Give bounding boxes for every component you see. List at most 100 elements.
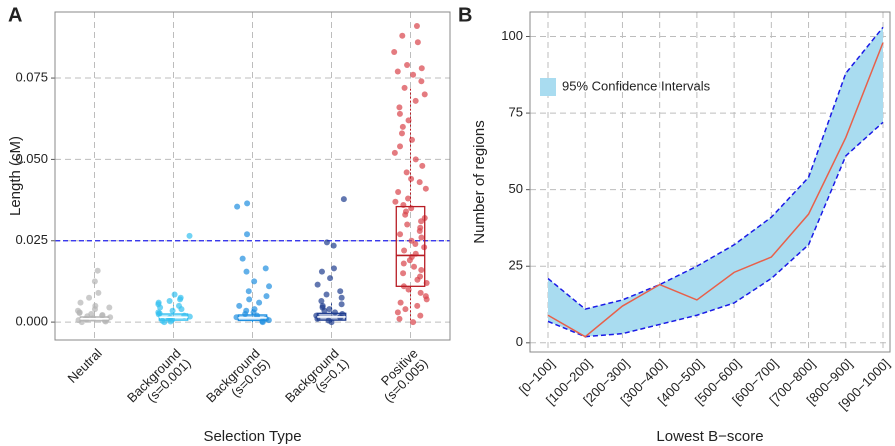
data-point [421,91,428,98]
y-tick-label: 25 [509,258,523,273]
data-point [414,276,421,283]
data-point [391,49,398,56]
data-point [177,296,184,303]
data-point [408,136,415,143]
data-point [412,241,419,248]
data-point [414,302,421,309]
data-point [330,265,337,272]
data-point [391,149,398,156]
data-point [169,307,176,314]
data-point [171,291,178,298]
data-point [410,71,417,78]
y-axis-title: Length (cM) [7,136,24,216]
data-point [394,68,401,75]
data-point [244,200,251,207]
data-point [398,130,405,137]
data-point [408,175,415,182]
data-point [234,203,241,210]
data-line [547,42,884,338]
data-point [396,104,403,111]
data-point [402,306,409,313]
data-point [392,198,399,205]
y-tick-label: 0.075 [15,69,48,84]
data-point [400,270,407,277]
data-point [402,211,409,218]
data-point [397,231,404,238]
data-point [338,301,345,308]
data-point [419,162,426,169]
data-point [76,309,83,316]
data-point [246,296,253,303]
data-point [406,257,413,264]
ci-upper-line [547,26,884,310]
data-point [157,304,164,311]
data-point [418,78,425,85]
panel-label: A [8,4,22,26]
data-point [186,232,193,239]
x-tick-label-line: Neutral [65,346,105,386]
data-point [410,319,417,326]
data-point [422,185,429,192]
y-tick-label: 0.025 [15,232,48,247]
data-point [396,110,403,117]
data-point [178,306,185,313]
y-tick-label: 75 [509,105,523,120]
data-point [236,302,243,309]
data-point [91,306,98,313]
data-point [266,283,273,290]
data-point [86,294,93,301]
data-point [94,267,101,274]
x-axis-title: Lowest B−score [656,428,763,445]
x-tick-label: Background(s=0.1) [282,346,352,416]
y-tick-label: 0 [516,334,523,349]
data-point [399,123,406,130]
data-point [423,296,430,303]
ci-lower-line [547,121,884,338]
data-point [102,318,109,325]
y-tick-label: 100 [501,28,523,43]
confidence-band [548,27,883,337]
data-point [251,278,258,285]
data-point [418,218,425,225]
data-point [396,315,403,322]
panel-label: B [458,4,472,26]
data-point [397,143,404,150]
data-point [245,288,252,295]
y-axis-title: Number of regions [471,120,488,243]
data-point [418,267,425,274]
data-point [318,268,325,275]
data-point [95,289,102,296]
data-point [405,195,412,202]
data-point [418,234,425,241]
data-point [263,293,270,300]
data-point [413,22,420,29]
data-point [418,65,425,72]
data-point [416,179,423,186]
data-point [337,288,344,295]
data-point [395,188,402,195]
data-point [340,196,347,203]
legend-swatch [540,78,556,96]
data-point [338,294,345,301]
data-point [397,299,404,306]
plot-frame [529,11,891,353]
data-point [416,227,423,234]
x-axis-title: Selection Type [203,428,301,445]
data-point [244,231,251,238]
data-point [399,32,406,39]
data-point [330,242,337,249]
data-point [411,263,418,270]
y-tick-label: 50 [509,181,523,196]
data-point [243,268,250,275]
data-point [404,62,411,69]
x-tick-label: Background(s=0.05) [203,346,273,416]
data-point [404,221,411,228]
plot-frame [54,11,451,341]
data-point [412,97,419,104]
data-point [323,239,330,246]
data-point [417,312,424,319]
x-tick-label: Positive(s=0.005) [371,346,431,406]
data-point [401,247,408,254]
x-tick-label: Neutral [65,346,105,386]
